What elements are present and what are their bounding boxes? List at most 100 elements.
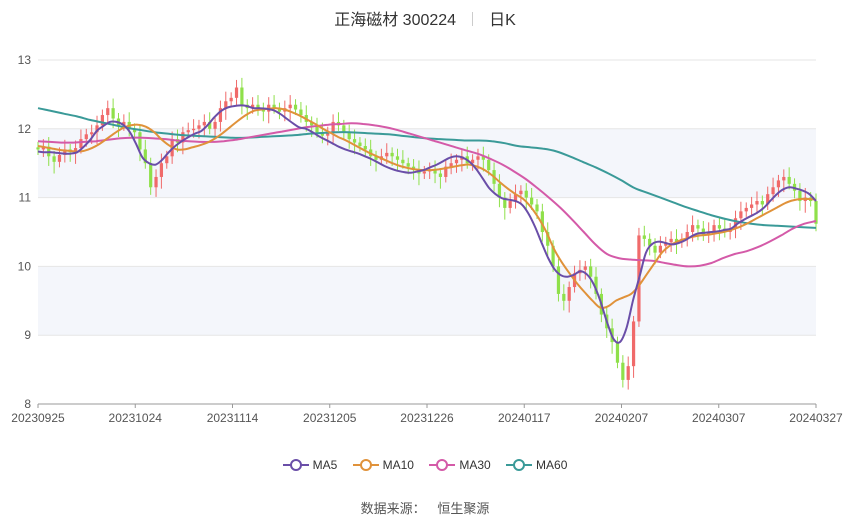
grid-band — [38, 266, 816, 336]
candle-body — [73, 148, 78, 153]
candle-body — [626, 366, 630, 380]
legend-ma60[interactable]: MA60 — [506, 458, 567, 472]
legend-ma30-icon — [429, 459, 456, 471]
legend-ma60-label: MA60 — [536, 458, 568, 472]
x-tick-label: 20240307 — [692, 411, 746, 425]
candle-body — [165, 156, 169, 164]
candle-body — [481, 156, 485, 160]
candle-body — [653, 245, 657, 253]
x-tick-label: 20231024 — [109, 411, 163, 425]
candle-body — [52, 156, 56, 162]
candle-body — [95, 125, 99, 133]
candle-body — [433, 170, 437, 174]
candle-body — [63, 149, 67, 155]
legend-ma10[interactable]: MA10 — [352, 458, 414, 472]
ma10-line — [37, 107, 817, 310]
legend-ma60-icon — [506, 459, 533, 471]
candle-body — [470, 159, 475, 164]
candle-body — [57, 154, 62, 162]
candle-body — [760, 201, 764, 205]
candle-body — [674, 238, 679, 243]
candle-body — [648, 238, 652, 246]
source-label: 数据来源： — [360, 501, 426, 516]
candle-body — [444, 166, 448, 177]
candle-body — [583, 266, 587, 270]
candle-body — [186, 130, 190, 133]
candle-body — [154, 176, 158, 188]
candle-body — [132, 128, 137, 133]
candle-body — [503, 197, 507, 208]
candle-body — [224, 101, 228, 109]
candle-body — [342, 125, 346, 133]
candle-body — [159, 163, 164, 177]
candle-body — [41, 146, 45, 150]
candle-body — [798, 190, 802, 202]
candle-body — [497, 183, 502, 198]
candle-body — [562, 293, 566, 301]
candle-body — [299, 109, 303, 116]
candle-body — [310, 121, 314, 126]
candle-body — [213, 121, 217, 129]
candle-body — [615, 342, 620, 363]
candle-body — [787, 176, 791, 184]
candle-body — [513, 194, 518, 202]
x-tick-label: 20230925 — [11, 411, 65, 425]
header-divider — [472, 12, 474, 26]
candle-body — [106, 108, 110, 116]
candle-body — [149, 163, 153, 188]
candle-body — [535, 204, 539, 212]
legend-ma10-icon — [352, 459, 379, 471]
candle-body — [406, 163, 410, 167]
candle-body — [363, 146, 367, 150]
legend-ma5-icon — [282, 459, 309, 471]
candle-body — [36, 147, 40, 150]
candle-body — [315, 125, 319, 133]
x-tick-label: 20231114 — [207, 411, 259, 425]
candle-body — [143, 149, 147, 164]
candle-body — [240, 87, 244, 105]
candle-body — [256, 104, 260, 109]
candle-body — [551, 245, 555, 267]
candle-body — [272, 104, 276, 109]
legend-ma30[interactable]: MA30 — [429, 458, 491, 472]
candle-body — [111, 108, 115, 119]
candle-body — [750, 204, 754, 208]
candle-body — [385, 152, 389, 157]
candle-body — [234, 87, 239, 98]
candle-body — [90, 132, 94, 135]
candle-body — [395, 156, 400, 160]
candle-body — [690, 225, 695, 232]
candle-body — [449, 163, 453, 167]
source-name: 恒生聚源 — [437, 501, 490, 516]
candle-body — [669, 238, 673, 243]
candle-body — [352, 139, 357, 143]
candle-body — [401, 159, 405, 164]
candle-body — [771, 187, 775, 195]
y-tick-label: 9 — [24, 328, 31, 342]
candle-body — [755, 201, 759, 205]
candle-body — [229, 97, 233, 102]
y-tick-label: 11 — [19, 191, 32, 205]
x-tick-label: 20240327 — [789, 411, 843, 425]
candle-body — [766, 194, 770, 205]
candle-body — [181, 132, 185, 143]
chart-legend: MA5 MA10 MA30 MA60 — [0, 458, 850, 475]
candle-body — [218, 108, 223, 122]
data-source: 数据来源： 恒生聚源 — [0, 498, 850, 517]
candle-body — [589, 266, 593, 277]
candle-body — [202, 121, 206, 126]
y-tick-label: 12 — [18, 122, 32, 136]
candle-body — [100, 115, 104, 126]
ma30-line — [37, 122, 817, 268]
legend-ma5-label: MA5 — [312, 458, 338, 472]
candle-body — [524, 190, 528, 198]
candle-body — [277, 108, 282, 112]
candle-body — [390, 152, 394, 157]
legend-ma5[interactable]: MA5 — [282, 458, 338, 472]
candle-body — [191, 128, 196, 131]
candle-body — [717, 225, 722, 229]
candle-body — [331, 121, 335, 133]
period-tab[interactable]: 日K — [489, 12, 516, 29]
candle-body — [658, 245, 663, 253]
